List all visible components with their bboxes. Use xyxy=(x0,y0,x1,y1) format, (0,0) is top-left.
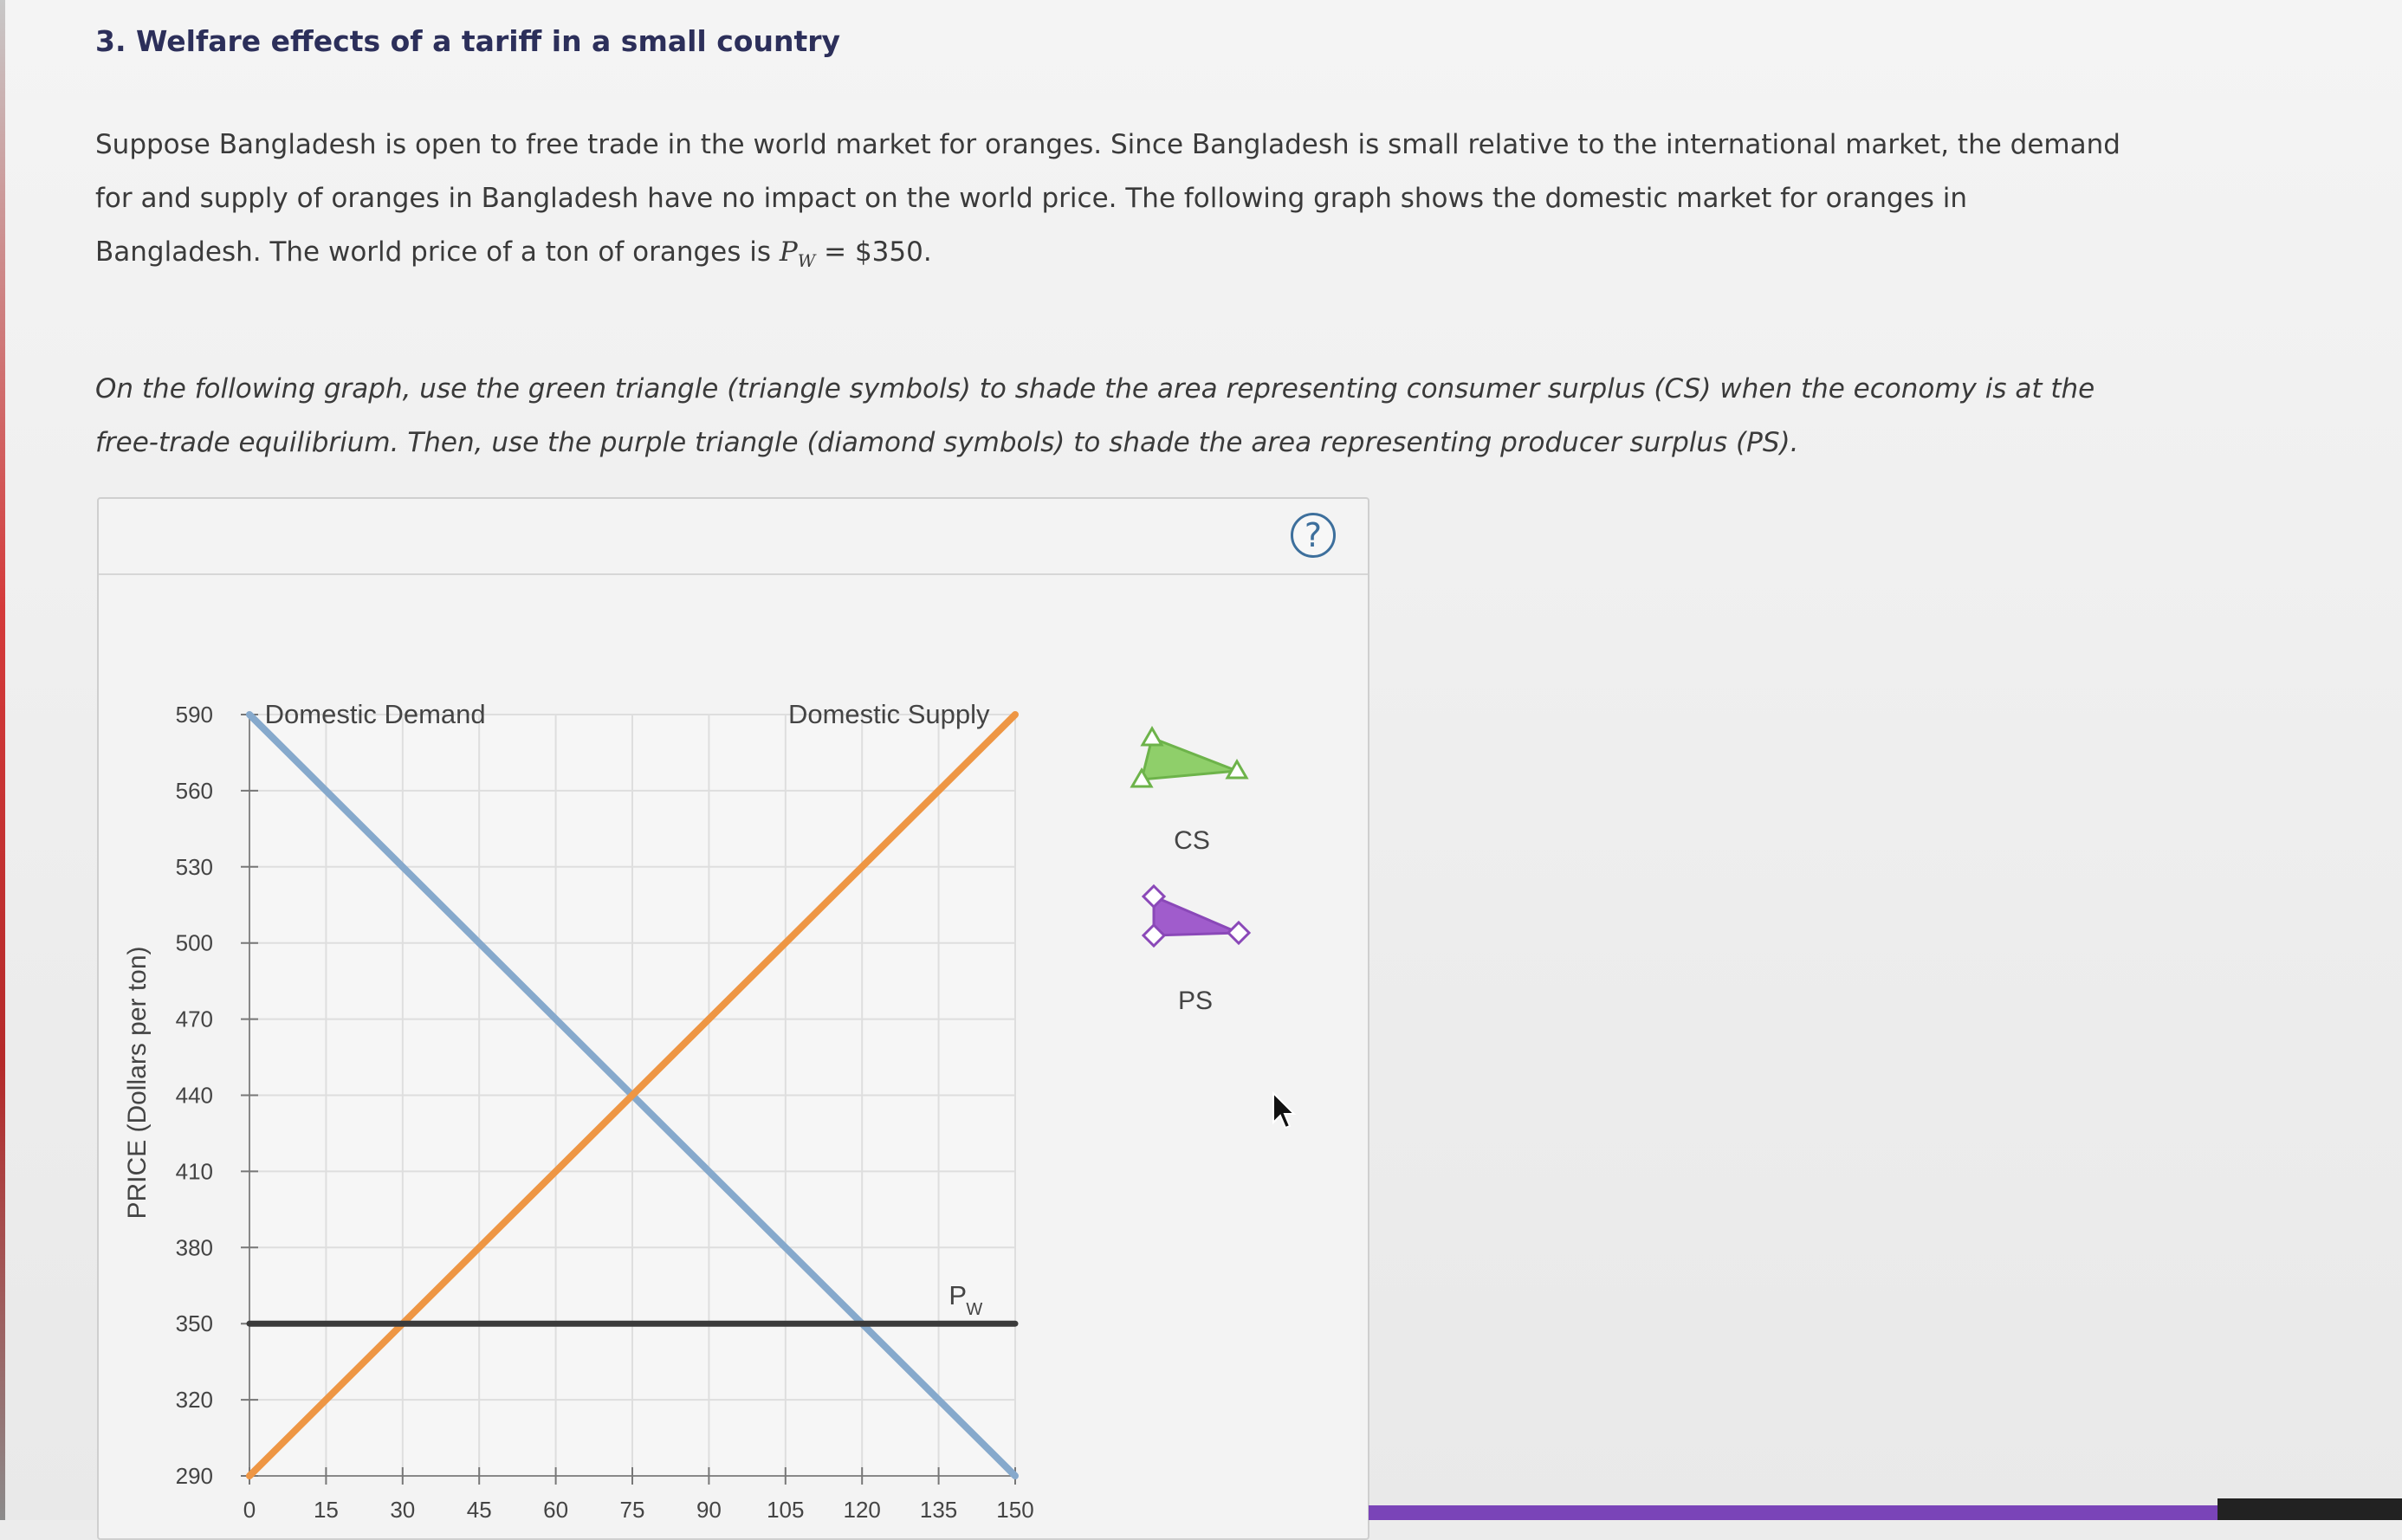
world-price-symbol-p: P xyxy=(779,236,798,268)
y-tick-label: 500 xyxy=(176,930,213,956)
mouse-cursor-icon xyxy=(1272,1091,1297,1129)
demand-curve-label: Domestic Demand xyxy=(265,699,486,729)
world-price-symbol-sub: W xyxy=(797,250,816,272)
y-tick-label: 440 xyxy=(176,1083,213,1109)
help-icon: ? xyxy=(1304,516,1323,554)
help-button[interactable]: ? xyxy=(1291,513,1336,558)
cs-tool-label: CS xyxy=(1174,826,1210,855)
x-tick-label: 150 xyxy=(996,1497,1033,1520)
y-tick-label: 590 xyxy=(176,702,213,728)
question-title: 3. Welfare effects of a tariff in a smal… xyxy=(95,24,840,58)
intro-line-2: for and supply of oranges in Bangladesh … xyxy=(95,183,1967,214)
supply-curve-label: Domestic Supply xyxy=(788,699,990,729)
x-tick-label: 90 xyxy=(696,1497,722,1520)
instruction-line-2: free-trade equilibrium. Then, use the pu… xyxy=(95,427,1799,458)
y-tick-label: 410 xyxy=(176,1158,213,1184)
cs-triangle-handle-icon xyxy=(1225,759,1249,780)
intro-line-1: Suppose Bangladesh is open to free trade… xyxy=(95,129,2120,160)
world-price-line-label-sub: W xyxy=(966,1300,982,1319)
x-tick-label: 0 xyxy=(243,1497,256,1520)
graph-toolbar xyxy=(99,499,1368,575)
x-tick-label: 135 xyxy=(920,1497,957,1520)
x-tick-label: 45 xyxy=(467,1497,492,1520)
cs-triangle-tool[interactable] xyxy=(1140,735,1238,781)
y-tick-label: 560 xyxy=(176,778,213,804)
cs-triangle-handle-icon xyxy=(1130,767,1154,788)
intro-line-3-pre: Bangladesh. The world price of a ton of … xyxy=(95,236,780,268)
ps-tool-label: PS xyxy=(1178,987,1213,1015)
x-tick-label: 15 xyxy=(314,1497,339,1520)
x-tick-label: 60 xyxy=(543,1497,568,1520)
ps-diamond-handle-icon xyxy=(1226,920,1252,946)
ps-triangle-tool[interactable] xyxy=(1152,894,1240,937)
y-tick-label: 470 xyxy=(176,1006,213,1032)
y-axis-label: PRICE (Dollars per ton) xyxy=(123,946,152,1219)
ps-diamond-handle-icon xyxy=(1141,922,1167,948)
intro-line-3-post: = $350. xyxy=(815,236,932,268)
world-price-symbol: PW xyxy=(779,236,816,272)
y-tick-label: 320 xyxy=(176,1387,213,1413)
cs-triangle-handle-icon xyxy=(1140,726,1164,747)
question-instruction: On the following graph, use the green tr… xyxy=(95,362,2209,469)
series-line-supply xyxy=(246,711,1019,1479)
taskbar-dark-strip xyxy=(2217,1498,2402,1520)
world-price-line-label: P xyxy=(948,1280,967,1310)
x-tick-label: 105 xyxy=(767,1497,804,1520)
window-edge xyxy=(0,0,5,1520)
ps-diamond-handle-icon xyxy=(1141,883,1167,909)
intro-line-3: Bangladesh. The world price of a ton of … xyxy=(95,225,2209,288)
y-tick-label: 350 xyxy=(176,1310,213,1336)
instruction-line-1: On the following graph, use the green tr… xyxy=(95,373,2095,404)
question-intro: Suppose Bangladesh is open to free trade… xyxy=(95,118,2209,288)
y-tick-label: 530 xyxy=(176,854,213,880)
y-tick-label: 380 xyxy=(176,1234,213,1260)
taskbar-strip xyxy=(1369,1505,2402,1520)
x-tick-label: 30 xyxy=(390,1497,415,1520)
y-tick-label: 290 xyxy=(176,1463,213,1489)
x-tick-label: 75 xyxy=(620,1497,645,1520)
x-tick-label: 120 xyxy=(844,1497,881,1520)
